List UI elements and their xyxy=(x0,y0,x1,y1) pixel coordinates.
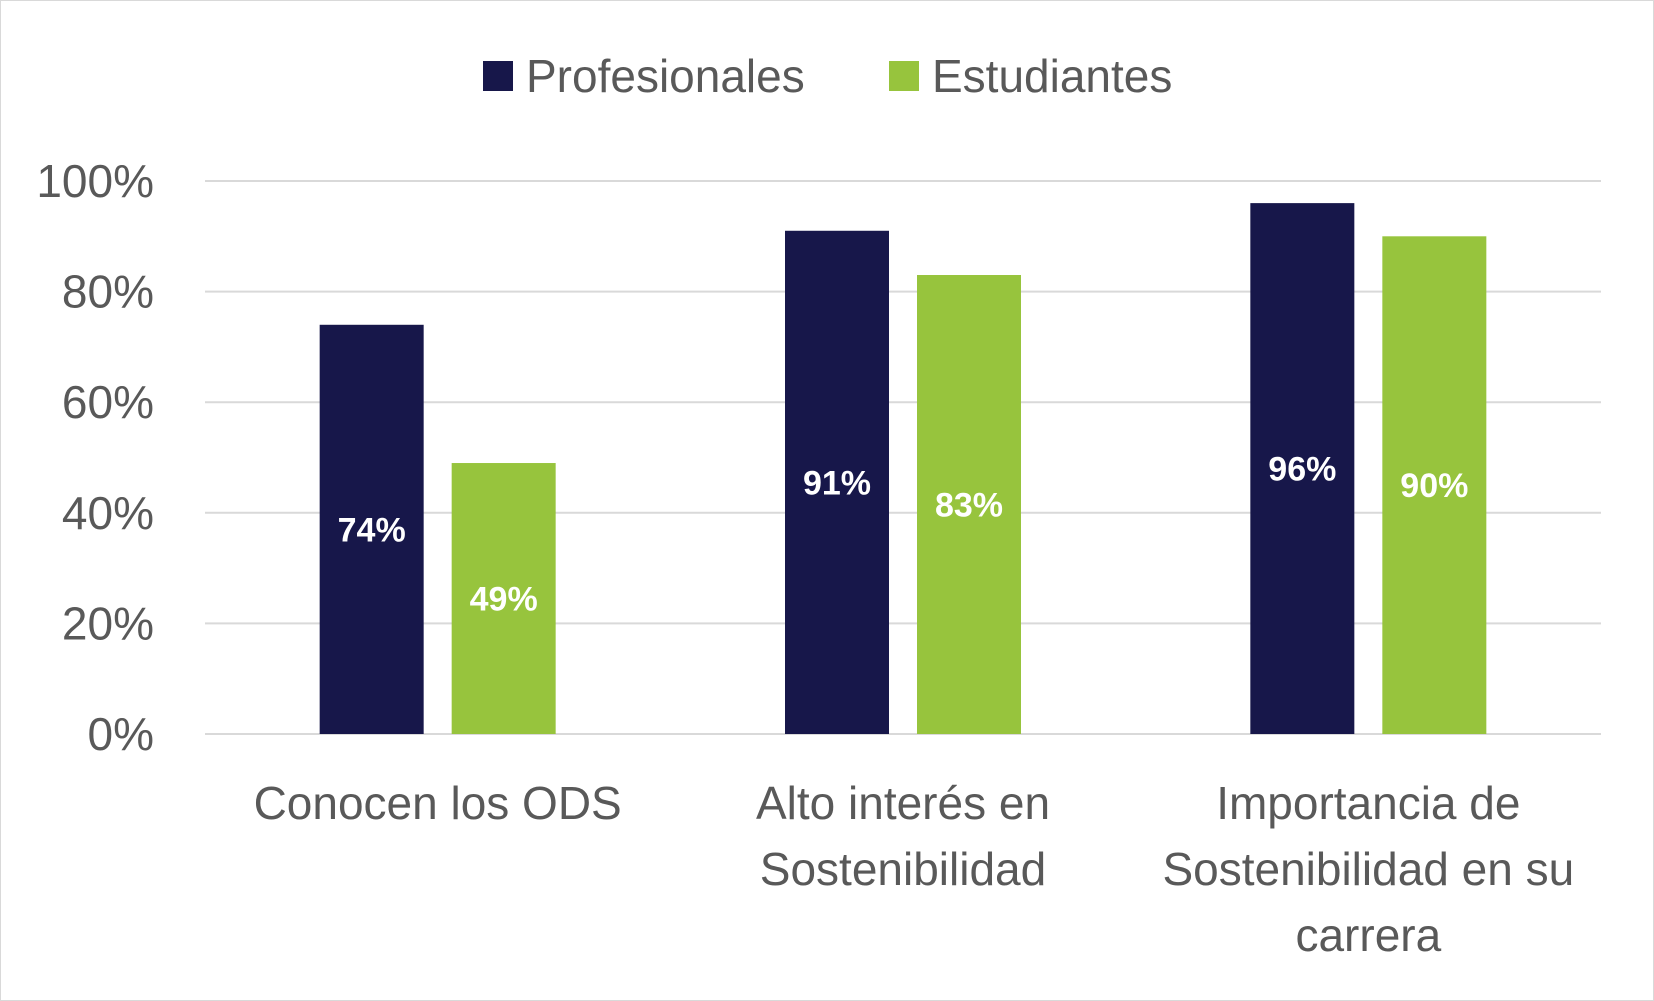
category-label-line: Sostenibilidad xyxy=(760,843,1046,895)
category-label-line: carrera xyxy=(1295,909,1441,961)
data-label: 96% xyxy=(1268,451,1336,489)
category-label: Alto interés en Sostenibilidad xyxy=(756,777,1050,895)
data-label: 91% xyxy=(803,464,871,502)
y-tick-label: 20% xyxy=(62,597,154,649)
data-labels: 74% 49% 91% 83% 96% 90% xyxy=(338,451,1469,619)
data-label: 90% xyxy=(1400,467,1468,505)
bars xyxy=(319,203,1487,735)
gridlines xyxy=(205,180,1601,735)
bar-estudiantes-1 xyxy=(917,275,1021,734)
y-tick-label: 0% xyxy=(88,708,154,760)
category-label-line: Sostenibilidad en su xyxy=(1162,843,1574,895)
legend-swatch-estudiantes xyxy=(889,61,919,91)
y-tick-label: 100% xyxy=(36,155,154,207)
category-label-line: Conocen los ODS xyxy=(254,777,622,829)
data-label: 74% xyxy=(338,511,406,549)
bar-profesionales-1 xyxy=(785,230,889,734)
data-label: 83% xyxy=(935,487,1003,525)
y-tick-label: 40% xyxy=(62,487,154,539)
data-label: 49% xyxy=(470,581,538,619)
y-tick-label: 60% xyxy=(62,376,154,428)
category-labels: Conocen los ODS Alto interés en Sostenibil… xyxy=(254,777,1575,961)
bar-profesionales-2 xyxy=(1250,203,1355,734)
category-label-line: Alto interés en xyxy=(756,777,1050,829)
legend-swatch-profesionales xyxy=(483,61,513,91)
category-label: Importancia de Sostenibilidad en su carrer… xyxy=(1162,777,1574,961)
legend-label-profesionales: Profesionales xyxy=(526,50,805,102)
bar-estudiantes-2 xyxy=(1382,236,1487,735)
category-label: Conocen los ODS xyxy=(254,777,622,829)
category-label-line: Importancia de xyxy=(1216,777,1520,829)
y-axis-tick-labels: 0% 20% 40% 60% 80% 100% xyxy=(36,155,154,760)
legend-label-estudiantes: Estudiantes xyxy=(932,50,1172,102)
y-tick-label: 80% xyxy=(62,266,154,318)
bar-estudiantes-0 xyxy=(451,463,556,734)
bar-profesionales-0 xyxy=(319,324,424,734)
legend: Profesionales Estudiantes xyxy=(483,50,1172,102)
